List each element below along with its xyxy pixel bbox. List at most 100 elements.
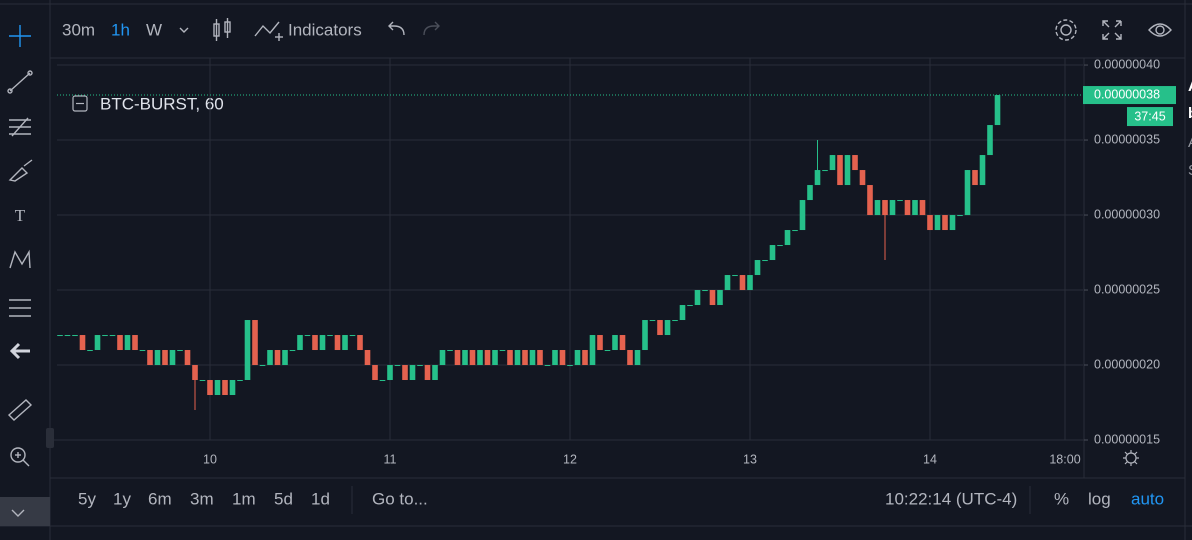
candle-body: [387, 365, 393, 381]
range-button[interactable]: 1y: [113, 489, 131, 508]
candle-body: [874, 200, 881, 216]
x-tick-label: 12: [563, 452, 577, 466]
side-text: A: [1188, 134, 1192, 151]
candle-body: [522, 350, 528, 366]
collapse-legend[interactable]: [72, 95, 88, 112]
last-price-label: 0.00000038: [1094, 87, 1160, 101]
hide-tool[interactable]: [9, 342, 30, 360]
ruler-tool[interactable]: [7, 399, 33, 421]
y-tick-label: 0.00000040: [1094, 57, 1160, 71]
line-tool[interactable]: [7, 70, 33, 94]
candle-body: [297, 335, 303, 351]
candle-body: [799, 200, 806, 231]
candle-body: [964, 170, 971, 216]
symbol-title[interactable]: BTC-BURST, 60: [100, 94, 224, 113]
crosshair-tool[interactable]: [9, 25, 31, 47]
range-button[interactable]: 1d: [311, 489, 330, 508]
side-panel-fragment: AbAS: [1188, 78, 1192, 179]
fullscreen-button[interactable]: [1102, 20, 1122, 40]
candle-body: [604, 350, 611, 352]
candle-body: [177, 350, 183, 352]
candle-body: [192, 365, 198, 381]
candle-body: [139, 350, 146, 352]
range-button[interactable]: 5y: [78, 489, 96, 508]
candle-body: [709, 290, 716, 306]
candle-body: [417, 365, 423, 367]
range-button[interactable]: 1m: [232, 489, 256, 508]
candle-body: [927, 215, 933, 231]
candle-body: [147, 350, 153, 366]
candle-body: [102, 335, 108, 337]
candle-body: [259, 365, 266, 367]
candle-body: [634, 350, 641, 366]
candle-body: [64, 335, 71, 337]
interval-button[interactable]: W: [146, 20, 162, 39]
scale-option[interactable]: auto: [1131, 489, 1164, 508]
candle-body: [897, 200, 903, 202]
axis-settings-gear: [1125, 452, 1137, 464]
interval-button[interactable]: 30m: [62, 20, 95, 39]
candle-body: [304, 335, 311, 337]
side-text: S: [1188, 162, 1192, 179]
sidebar-handle[interactable]: [46, 428, 54, 448]
candle-body: [994, 95, 1001, 126]
goto-button[interactable]: Go to...: [372, 489, 428, 508]
candle-body: [207, 380, 213, 396]
candle-body: [312, 335, 318, 351]
pattern-tool[interactable]: [9, 249, 31, 269]
candle-body: [252, 320, 258, 366]
candle-body: [559, 350, 566, 366]
candle-body: [552, 350, 558, 366]
text-tool[interactable]: T: [15, 206, 26, 225]
candle-body: [934, 215, 941, 231]
candle-body: [507, 350, 513, 366]
candle-body: [454, 350, 461, 366]
candle-body: [612, 335, 618, 351]
candle-body: [514, 350, 521, 366]
candle-body: [424, 365, 431, 381]
candle-body: [199, 380, 206, 382]
candle-body: [627, 350, 633, 366]
y-tick-label: 0.00000015: [1094, 432, 1160, 446]
interval-dropdown[interactable]: [179, 27, 189, 33]
candle-body: [72, 335, 78, 337]
zoom-tool[interactable]: [10, 447, 30, 467]
interval-button[interactable]: 1h: [111, 20, 130, 39]
scale-option[interactable]: log: [1088, 489, 1111, 508]
candle-body: [919, 200, 926, 216]
candle-body: [807, 185, 813, 201]
chart-type-button[interactable]: [213, 18, 231, 41]
range-button[interactable]: 3m: [190, 489, 214, 508]
visibility-button[interactable]: [1148, 23, 1172, 37]
candle-body: [957, 215, 963, 217]
candle-body: [597, 335, 603, 351]
scale-option[interactable]: %: [1054, 489, 1069, 508]
range-button[interactable]: 6m: [148, 489, 172, 508]
brush-tool[interactable]: [8, 159, 33, 182]
candle-body: [672, 320, 678, 322]
measure-tool[interactable]: [9, 299, 31, 317]
candle-body: [889, 200, 896, 216]
candle-body: [462, 350, 468, 366]
candle-body: [747, 275, 753, 291]
fib-tool[interactable]: [9, 117, 31, 137]
candle-body: [732, 275, 738, 277]
collapse-button[interactable]: [0, 497, 50, 526]
candle-body: [492, 350, 498, 366]
range-button[interactable]: 5d: [274, 489, 293, 508]
candle-body: [784, 230, 791, 246]
symbol-legend: BTC-BURST, 60: [72, 94, 224, 113]
x-tick-label: 14: [923, 452, 937, 466]
candle-body: [289, 350, 296, 352]
candle-body: [979, 155, 986, 186]
candle-body: [702, 290, 708, 292]
candle-body: [867, 185, 873, 216]
undo-button[interactable]: [388, 21, 405, 36]
settings-button[interactable]: [1055, 19, 1077, 41]
clock: 10:22:14 (UTC-4): [885, 489, 1017, 508]
indicators-button[interactable]: Indicators: [288, 20, 362, 39]
candle-body: [394, 365, 401, 367]
redo-button[interactable]: [423, 21, 440, 36]
